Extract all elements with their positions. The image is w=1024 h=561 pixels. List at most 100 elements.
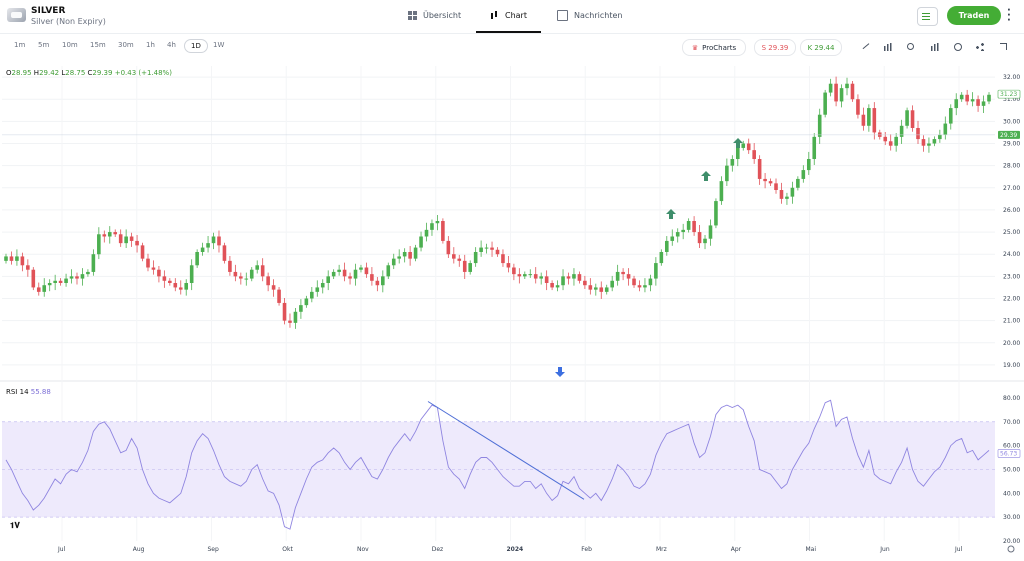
time-axis-label: Mai: [806, 546, 817, 553]
timeframe-30m[interactable]: 30m: [118, 41, 134, 49]
timeframe-15m[interactable]: 15m: [90, 41, 106, 49]
candle: [905, 110, 909, 126]
rsi-period: 14: [19, 388, 29, 396]
candle: [785, 196, 789, 199]
candle: [69, 276, 74, 279]
candle: [331, 271, 336, 277]
candle: [544, 276, 549, 283]
buy-signal-arrow-icon: [701, 171, 711, 181]
candle: [796, 178, 800, 188]
share-icon[interactable]: [976, 43, 984, 51]
buy-price-button[interactable]: K 29.44: [800, 39, 842, 56]
indicators-icon[interactable]: [884, 43, 892, 51]
low-label: L: [61, 69, 66, 77]
rsi-line: [5, 399, 990, 530]
more-options-icon[interactable]: · · ·: [1007, 5, 1011, 26]
timeframe-10m[interactable]: 10m: [62, 41, 78, 49]
candle: [741, 143, 746, 148]
candle: [916, 128, 920, 140]
candle: [735, 147, 740, 159]
candle: [157, 269, 161, 277]
buy-signal-arrow-icon: [733, 138, 743, 148]
candle: [107, 232, 112, 237]
expand-icon[interactable]: [1000, 43, 1007, 50]
candle: [664, 240, 669, 252]
trade-button[interactable]: Traden: [947, 6, 1001, 25]
timeframe-1w[interactable]: 1W: [213, 41, 225, 49]
timeframe-4h[interactable]: 4h: [167, 41, 176, 49]
procharts-button[interactable]: ♛ ProCharts: [682, 39, 746, 56]
candle: [9, 256, 14, 261]
instrument-subtitle: Silver (Non Expiry): [31, 17, 106, 26]
candle: [430, 223, 434, 230]
tab-overview-label: Übersicht: [423, 11, 462, 20]
last-price-tag: [998, 130, 1020, 139]
watchlist-add-button[interactable]: [917, 7, 938, 26]
timeframe-5m[interactable]: 5m: [38, 41, 50, 49]
candle: [943, 123, 948, 135]
candle: [446, 240, 451, 255]
rsi-tick-label: 40.00: [1003, 490, 1020, 497]
candle: [375, 280, 380, 286]
candle: [757, 159, 762, 179]
candle: [861, 114, 866, 126]
timeframe-1d[interactable]: 1D: [184, 39, 208, 53]
low-value: 28.75: [65, 69, 86, 77]
candle: [200, 247, 205, 252]
candle: [686, 221, 691, 230]
candle: [353, 269, 358, 279]
price-tick-label: 31.00: [1003, 96, 1020, 103]
rsi-tick-label: 30.00: [1003, 514, 1020, 521]
rsi-tick-label: 20.00: [1003, 538, 1020, 545]
candle: [277, 289, 281, 303]
candle: [189, 265, 194, 283]
timeframe-1m[interactable]: 1m: [14, 41, 26, 49]
tab-news[interactable]: Nachrichten: [557, 0, 622, 31]
high-label: H: [33, 69, 40, 77]
candle: [659, 252, 664, 264]
candle: [681, 229, 685, 233]
candle: [637, 285, 642, 288]
add-icon[interactable]: [954, 43, 962, 51]
candle: [239, 276, 243, 279]
close-value: 29.39: [92, 69, 113, 77]
candle: [479, 247, 483, 252]
chart-type-icon[interactable]: [931, 43, 939, 51]
candle: [408, 252, 412, 259]
candle: [135, 240, 139, 246]
candle: [703, 238, 707, 244]
candle: [839, 88, 844, 102]
time-axis-label: Sep: [208, 546, 220, 553]
price-tick-label: 24.00: [1003, 251, 1020, 258]
candle: [184, 283, 189, 290]
sell-price-button[interactable]: S 29.39: [754, 39, 796, 56]
timeframe-1h[interactable]: 1h: [146, 41, 155, 49]
time-axis-label: Aug: [133, 546, 145, 553]
tab-chart[interactable]: Chart: [476, 0, 541, 33]
tab-overview[interactable]: Übersicht: [408, 0, 461, 31]
price-chart[interactable]: 32.00 31.00 30.00 29.00 28.00 27.00 26.00 25.00…: [0, 60, 1024, 561]
candle: [64, 278, 68, 283]
candle: [168, 280, 172, 283]
candle: [102, 234, 107, 237]
rsi-name: RSI: [6, 388, 18, 396]
candle: [555, 285, 560, 288]
draw-pencil-icon[interactable]: [860, 40, 870, 50]
candle: [146, 258, 150, 268]
price-tick-label: 29.00: [1003, 141, 1020, 148]
candle: [413, 247, 418, 259]
price-tick-label: 19.00: [1003, 362, 1020, 369]
top-bar: SILVER Silver (Non Expiry) Übersicht Cha…: [0, 0, 1024, 34]
candle: [490, 247, 494, 250]
candle: [801, 170, 806, 179]
news-icon: [557, 10, 568, 21]
settings-gear-icon[interactable]: [907, 43, 914, 50]
candle: [435, 221, 440, 224]
candle: [501, 254, 505, 264]
time-axis-label: Jul: [954, 546, 963, 553]
rsi-tick-label: 50.00: [1003, 466, 1020, 473]
candle: [959, 94, 964, 100]
candle: [299, 305, 303, 312]
candle: [457, 258, 462, 261]
rsi-band: [2, 421, 995, 518]
